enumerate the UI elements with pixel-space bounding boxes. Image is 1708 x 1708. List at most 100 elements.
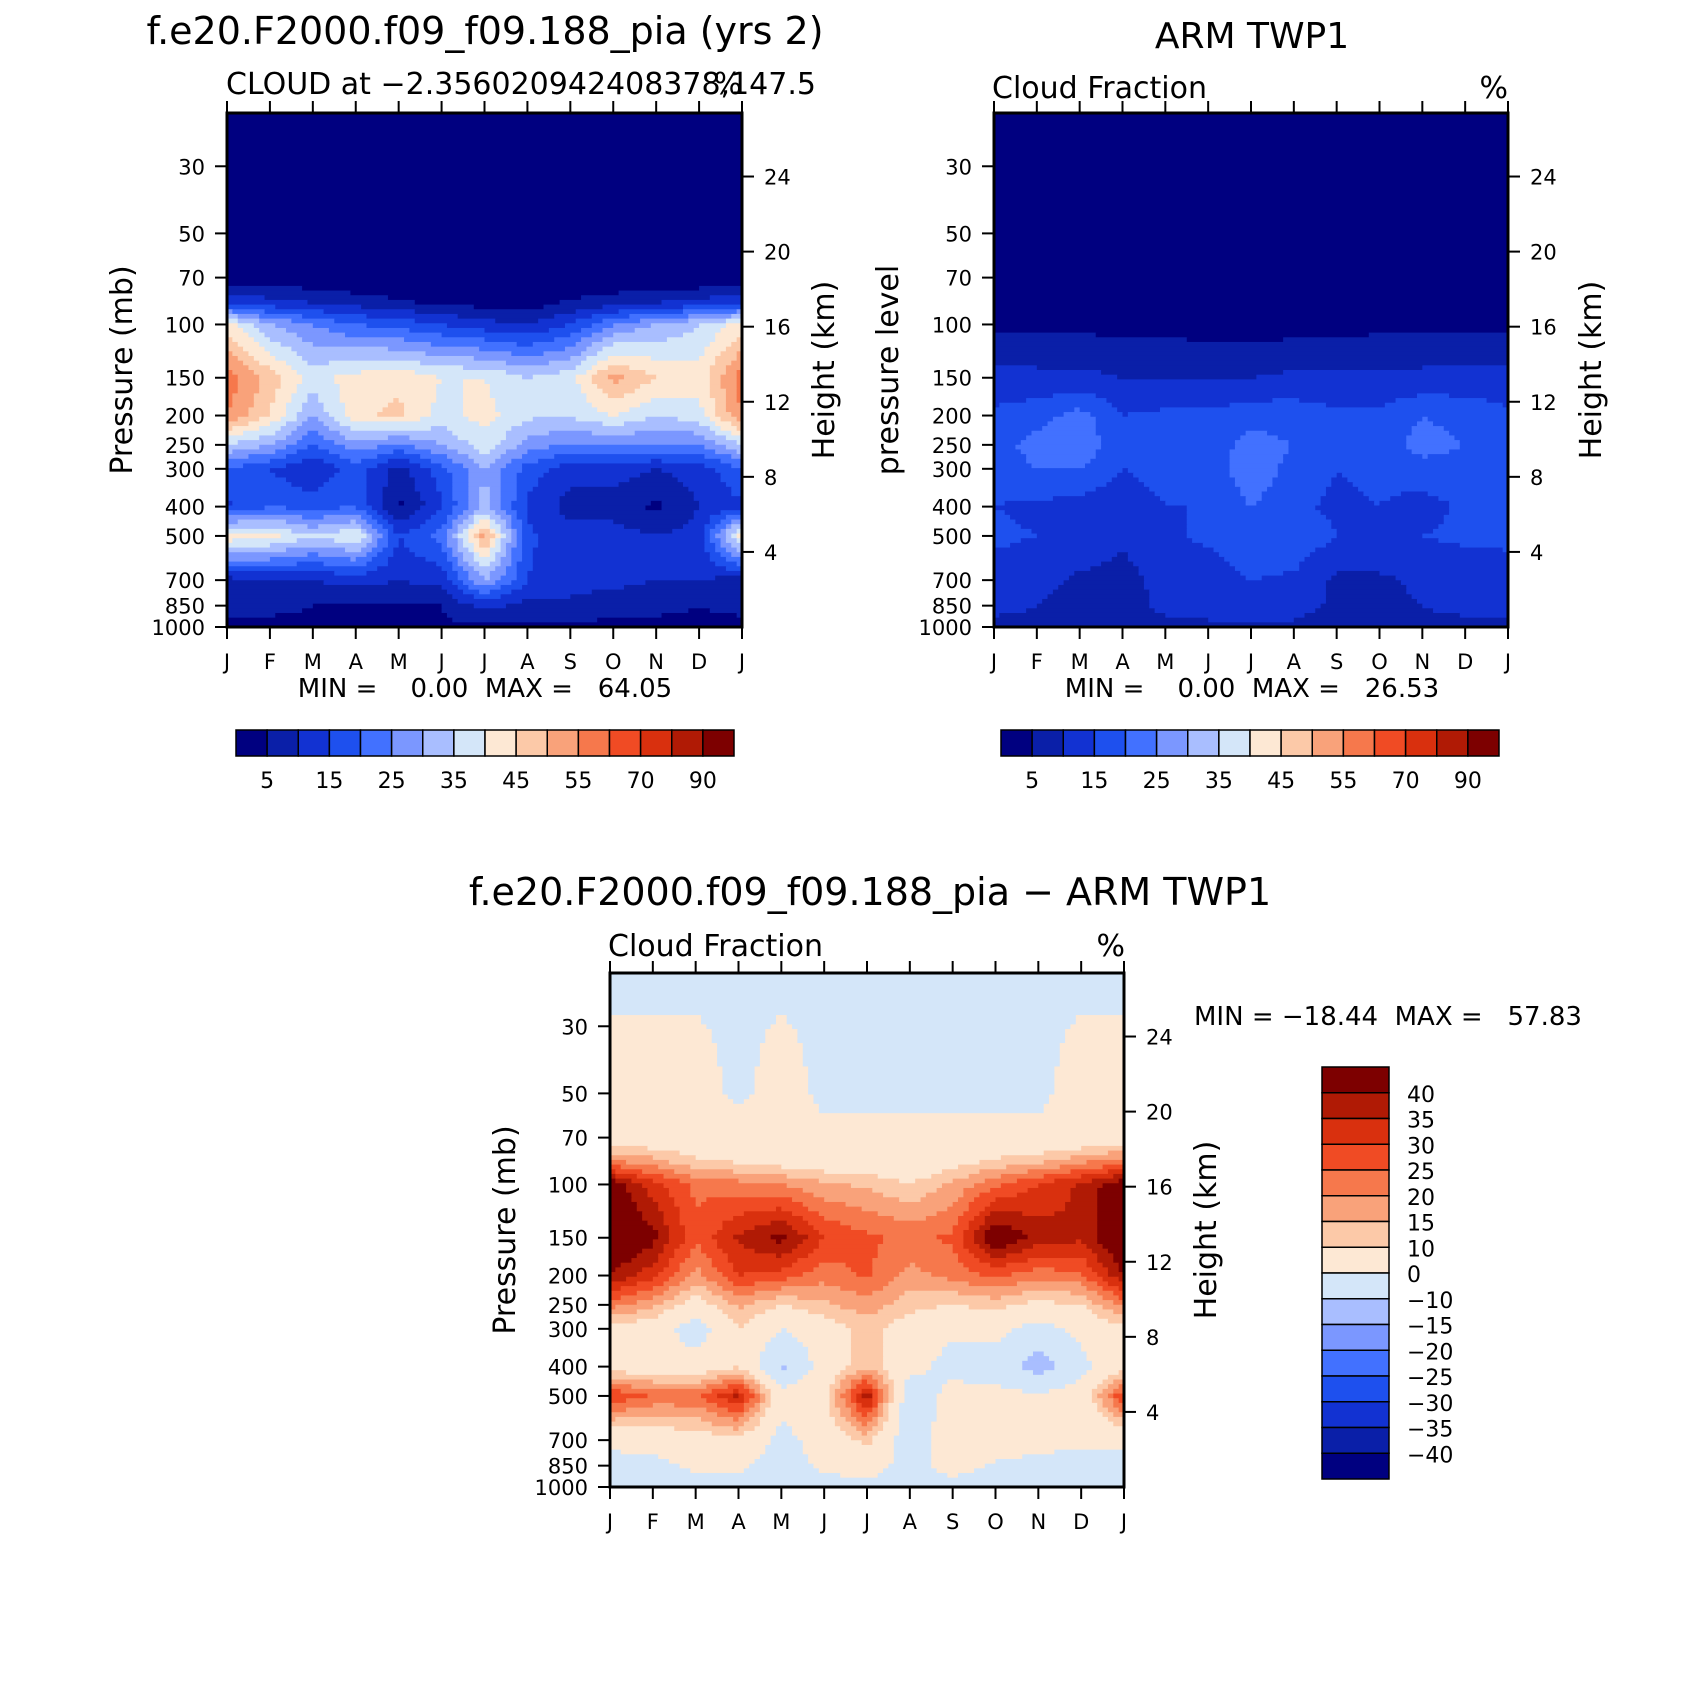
contour-cell <box>420 505 443 511</box>
contour-cell <box>522 421 604 427</box>
contour-cell <box>1095 449 1231 455</box>
contour-cell <box>468 468 502 474</box>
contour-cell <box>1101 440 1236 446</box>
contour-cell <box>1261 491 1327 497</box>
contour-cell <box>958 1258 981 1264</box>
contour-cell <box>994 178 1509 184</box>
contour-cell <box>994 346 1509 352</box>
contour-cell <box>610 1416 616 1423</box>
contour-cell <box>307 430 319 437</box>
contour-cell <box>463 528 469 535</box>
contour-cell <box>808 1454 895 1460</box>
contour-cell <box>781 1421 788 1427</box>
contour-cell <box>1101 561 1134 567</box>
contour-cell <box>642 1215 665 1222</box>
y-tick-label: 400 <box>932 496 972 520</box>
contour-cell <box>958 1472 1125 1479</box>
contour-cell <box>770 1435 798 1441</box>
contour-cell <box>387 435 410 441</box>
contour-cell <box>505 566 518 572</box>
contour-cell <box>1059 1057 1125 1063</box>
contour-cell <box>634 388 711 394</box>
contour-cell <box>248 332 266 338</box>
contour-cell <box>743 1244 798 1250</box>
contour-cell <box>1070 1155 1125 1161</box>
contour-cell <box>1229 561 1300 567</box>
contour-cell <box>650 468 663 474</box>
contour-cell <box>227 566 378 572</box>
contour-cell <box>500 472 518 479</box>
contour-cell <box>227 281 743 287</box>
contour-cell <box>743 1412 756 1418</box>
contour-cell <box>436 486 453 493</box>
contour-cell <box>286 421 303 427</box>
contour-cell <box>749 1416 761 1423</box>
colorbar-label: 90 <box>689 769 717 794</box>
contour-cell <box>1149 603 1322 609</box>
contour-cell <box>511 528 518 535</box>
contour-cell <box>754 1066 809 1072</box>
contour-cell <box>1107 1272 1125 1278</box>
contour-cell <box>586 393 609 399</box>
contour-cell <box>345 547 362 553</box>
x-tick-label: S <box>564 650 577 674</box>
contour-cell <box>387 580 410 586</box>
contour-cell <box>463 388 491 394</box>
contour-cell <box>232 337 255 343</box>
contour-cell <box>733 1215 804 1222</box>
contour-cell <box>915 1262 964 1268</box>
contour-cell <box>650 500 663 507</box>
contour-cell <box>489 496 502 502</box>
contour-cell <box>765 1398 772 1404</box>
contour-cell <box>759 1393 766 1399</box>
contour-cell <box>994 412 1065 418</box>
contour-cell <box>463 552 475 558</box>
colorbar-swatch <box>390 729 424 757</box>
contour-cell <box>652 1155 697 1161</box>
contour-cell <box>668 1239 686 1245</box>
contour-cell <box>377 542 389 549</box>
contour-cell <box>291 528 341 535</box>
contour-cell <box>1054 1080 1125 1086</box>
contour-cell <box>511 561 518 567</box>
contour-cell <box>759 1365 782 1371</box>
contour-cell <box>377 463 421 469</box>
contour-cell <box>709 608 743 614</box>
contour-cell <box>834 1398 847 1404</box>
contour-cell <box>615 1173 638 1180</box>
contour-cell <box>479 542 491 549</box>
contour-cell <box>441 608 689 614</box>
contour-cell <box>834 1393 841 1399</box>
contour-cell <box>377 454 421 460</box>
y-tick-label: 100 <box>165 313 205 337</box>
contour-cell <box>1186 533 1338 539</box>
contour-cell <box>679 1150 1045 1156</box>
contour-cell <box>610 1178 616 1184</box>
contour-cell <box>850 1342 884 1348</box>
contour-cell <box>404 538 437 544</box>
contour-cell <box>377 510 389 516</box>
contour-cell <box>227 337 233 343</box>
contour-cell <box>610 1393 649 1399</box>
contour-cell <box>339 393 437 399</box>
contour-cell <box>618 482 684 488</box>
contour-cell <box>1097 1234 1125 1240</box>
contour-cell <box>1325 491 1365 497</box>
contour-cell <box>441 379 464 385</box>
contour-cell <box>1107 1169 1125 1175</box>
contour-cell <box>404 449 432 455</box>
contour-cell <box>994 496 1054 502</box>
contour-cell <box>722 1075 756 1082</box>
contour-cell <box>1091 1267 1109 1273</box>
contour-cell <box>749 1094 815 1100</box>
contour-cell <box>382 533 389 539</box>
contour-cell <box>818 1211 879 1217</box>
contour-cell <box>709 341 732 348</box>
contour-cell <box>736 379 743 385</box>
contour-cell <box>446 323 566 329</box>
contour-cell <box>717 1267 734 1273</box>
contour-cell <box>468 514 475 521</box>
contour-cell <box>1149 598 1327 605</box>
contour-cell <box>877 1430 900 1437</box>
colorbar-swatch <box>1321 1220 1390 1248</box>
